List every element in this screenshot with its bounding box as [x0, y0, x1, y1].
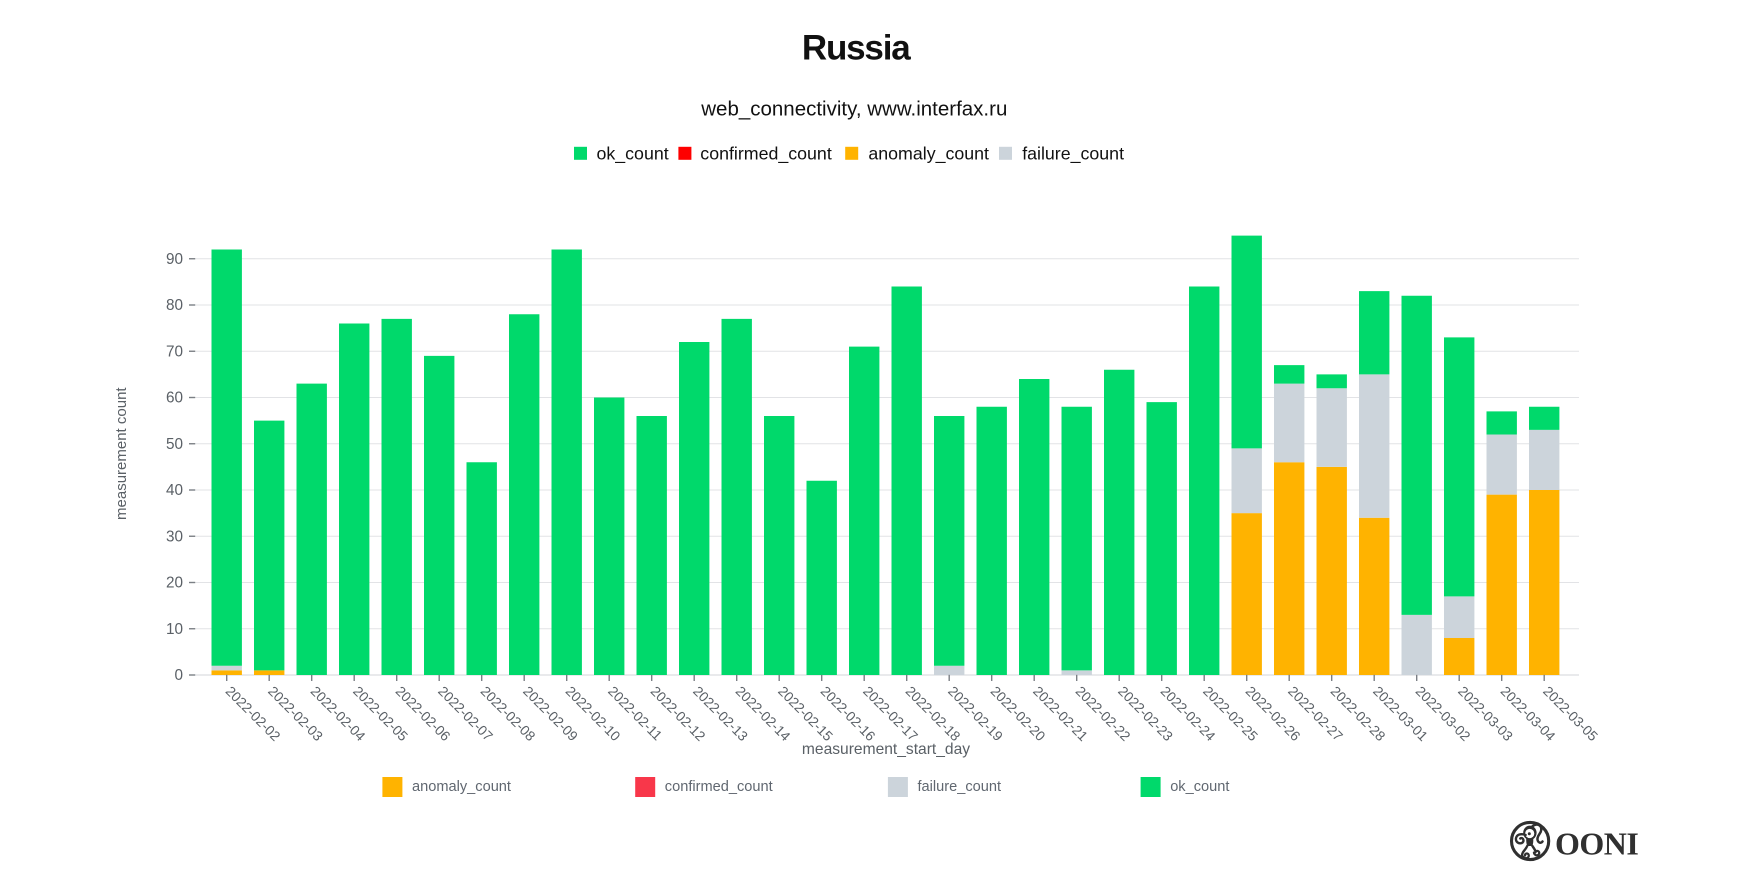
svg-text:failure_count: failure_count — [1022, 143, 1124, 164]
svg-text:ok_count: ok_count — [597, 143, 669, 164]
svg-text:measurement_start_day: measurement_start_day — [802, 741, 970, 758]
svg-text:measurement count: measurement count — [113, 387, 130, 520]
svg-text:70: 70 — [166, 343, 183, 360]
svg-text:90: 90 — [166, 251, 183, 268]
svg-text:10: 10 — [166, 621, 183, 638]
svg-text:ok_count: ok_count — [1170, 779, 1229, 795]
svg-text:Russia: Russia — [802, 29, 911, 68]
svg-text:0: 0 — [174, 667, 183, 684]
svg-text:30: 30 — [166, 528, 183, 545]
svg-text:80: 80 — [166, 297, 183, 314]
svg-text:60: 60 — [166, 390, 183, 407]
svg-text:anomaly_count: anomaly_count — [868, 143, 989, 164]
svg-text:50: 50 — [166, 436, 183, 453]
svg-text:confirmed_count: confirmed_count — [665, 779, 773, 795]
svg-text:40: 40 — [166, 482, 183, 499]
svg-text:20: 20 — [166, 575, 183, 592]
svg-text:anomaly_count: anomaly_count — [412, 779, 511, 795]
svg-text:failure_count: failure_count — [918, 779, 1002, 795]
svg-text:web_connectivity, www.interfax: web_connectivity, www.interfax.ru — [700, 97, 1007, 120]
svg-text:OONI: OONI — [1555, 826, 1638, 862]
svg-text:confirmed_count: confirmed_count — [700, 143, 832, 164]
